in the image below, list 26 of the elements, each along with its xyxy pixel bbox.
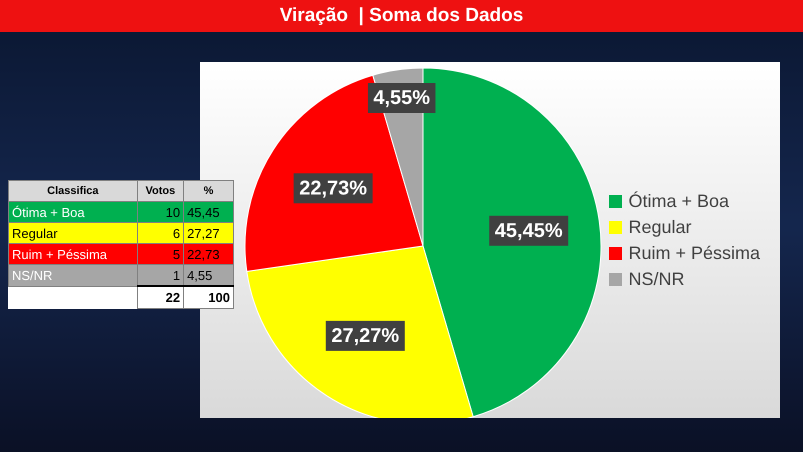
text: 6 xyxy=(137,222,184,244)
data-label: 45,45% xyxy=(494,220,563,242)
legend-label: Ruim + Péssima xyxy=(628,242,760,265)
slice-label: Ótima + Boa xyxy=(628,190,729,213)
category-label: NS/NR xyxy=(12,268,52,283)
category-label: Ótima + Boa xyxy=(12,204,85,220)
text: 45,45 xyxy=(184,202,234,222)
slice-label: Ruim + Péssima xyxy=(8,244,138,264)
text: Classifica xyxy=(8,180,138,202)
text: 4,55 xyxy=(184,264,234,286)
legend-label: Regular xyxy=(628,216,692,239)
data-label: 22,73% xyxy=(299,177,368,200)
data-label: 4,55% xyxy=(373,87,430,110)
text: 22 xyxy=(137,286,184,308)
text: 22,73 xyxy=(184,244,234,264)
text: 100 xyxy=(184,286,234,308)
text: 5 xyxy=(137,244,184,264)
text: 10 xyxy=(137,202,184,222)
text: 27,27 xyxy=(184,222,234,244)
data-label: 27,27% xyxy=(331,324,400,347)
text: % xyxy=(184,180,234,202)
category-label: Regular xyxy=(12,226,58,240)
text: 1 xyxy=(137,264,184,286)
chart-title: Viração | Soma dos Dados xyxy=(0,0,803,32)
legend-label: NS/NR xyxy=(628,268,684,291)
text: Votos xyxy=(137,180,184,202)
